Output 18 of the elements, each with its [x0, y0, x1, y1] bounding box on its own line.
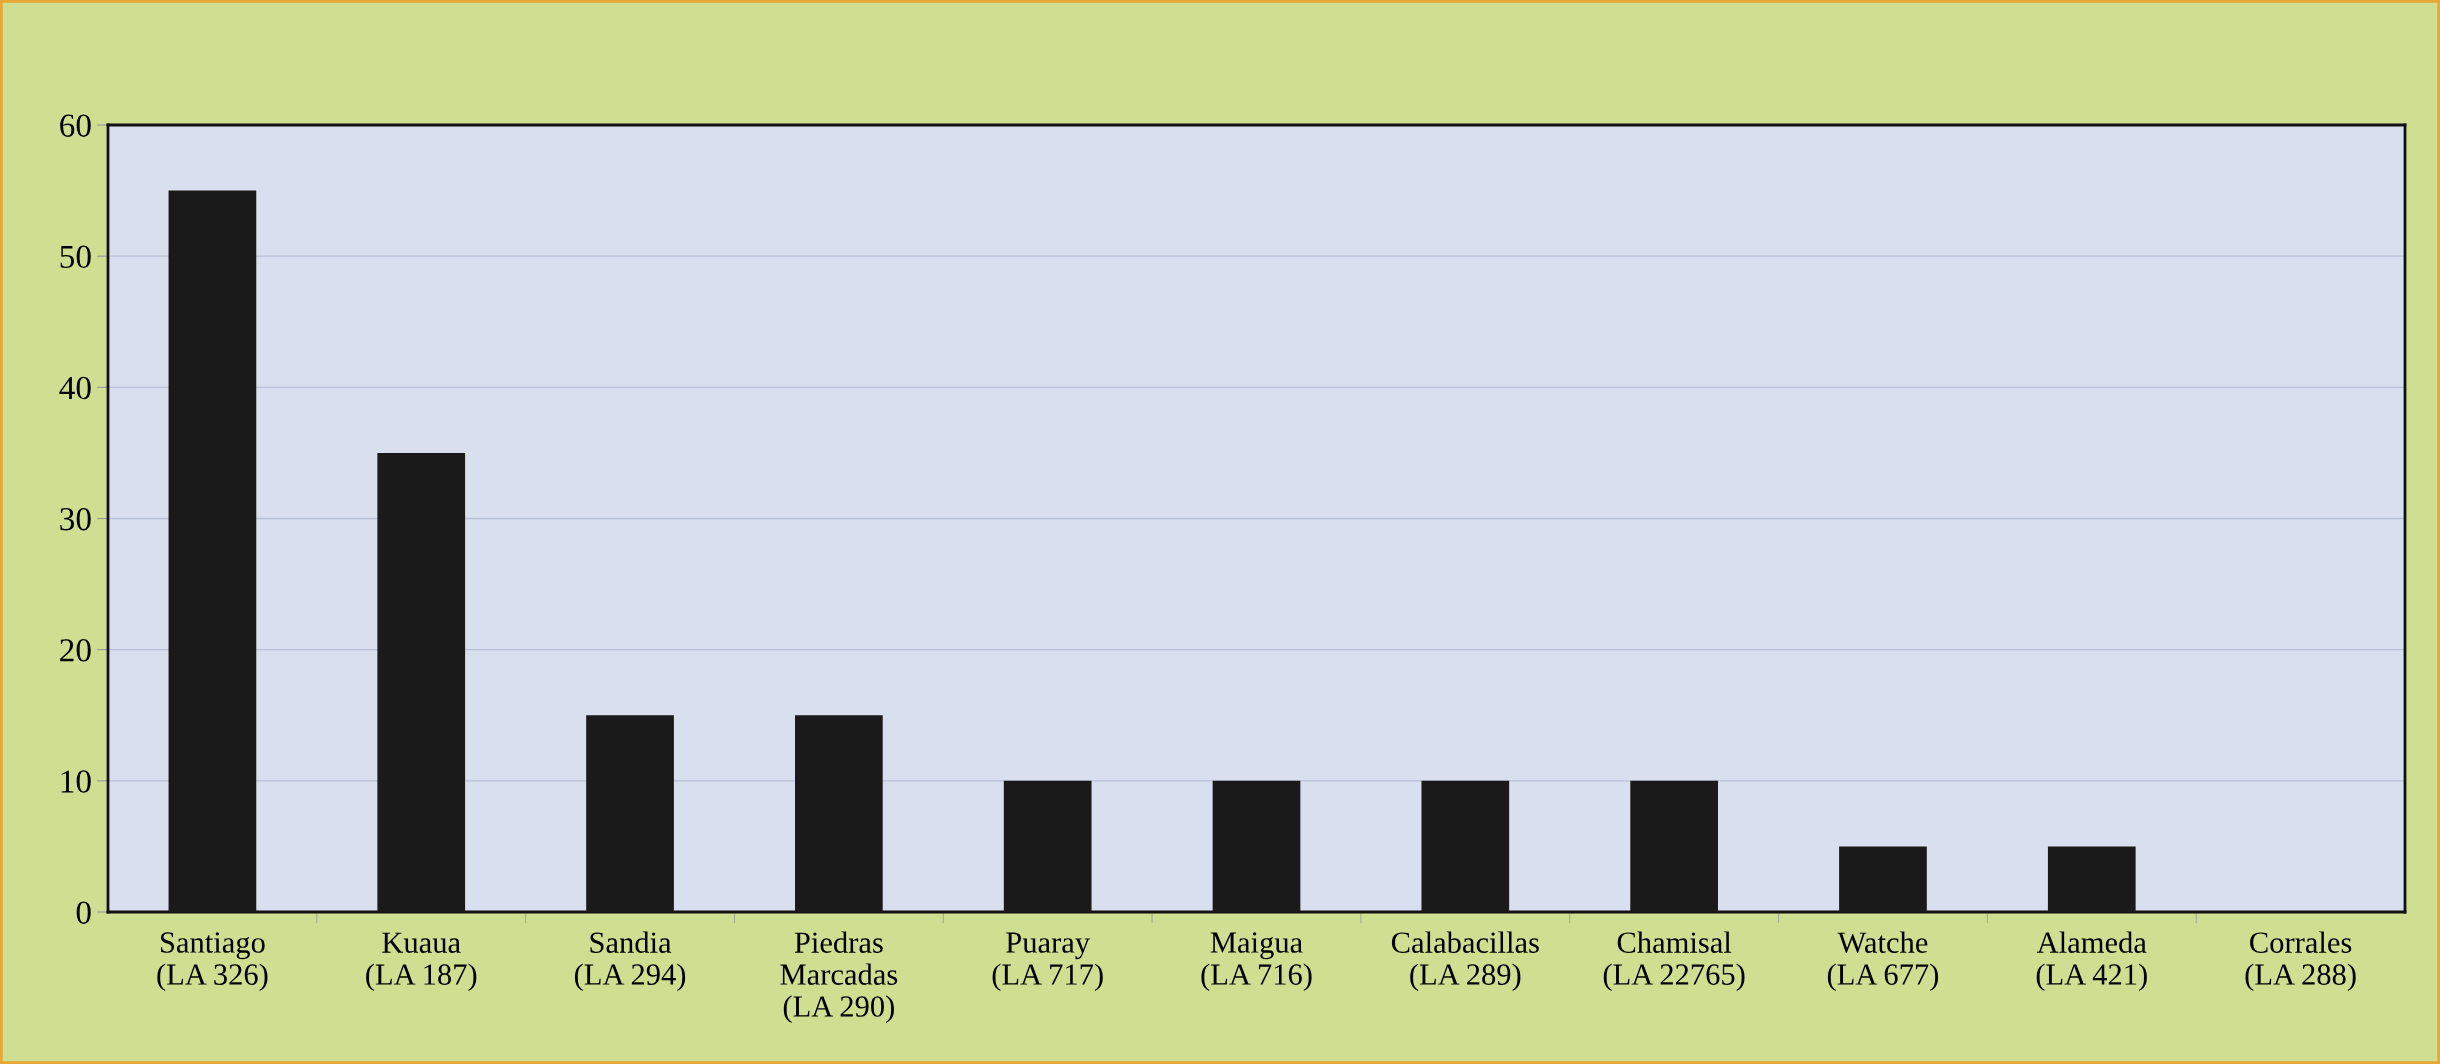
x-tick-label: Piedras Marcadas (LA 290) — [780, 931, 898, 1024]
x-tick-label: Corrales (LA 288) — [2245, 931, 2356, 992]
x-tick-label: Sandia (LA 294) — [574, 931, 686, 992]
y-tick-label: 30 — [60, 507, 91, 531]
y-tick-label: 50 — [60, 245, 91, 269]
x-tick-label: Watche (LA 677) — [1827, 931, 1939, 992]
x-tick-label: Kuaua (LA 187) — [366, 932, 477, 992]
x-tick-label: Puaray (LA 717) — [992, 932, 1103, 992]
y-tick-label: 10 — [61, 770, 91, 793]
y-tick-label: 20 — [60, 639, 91, 662]
x-tick-label: Maigua (LA 716) — [1201, 932, 1312, 992]
x-tick-label: Santiago (LA 326) — [157, 932, 268, 992]
y-tick-label: 0 — [76, 901, 91, 924]
y-tick-label: 40 — [59, 376, 91, 400]
x-tick-label: Alameda (LA 421) — [2036, 931, 2147, 992]
x-tick-label: Calabacillas (LA 289) — [1391, 931, 1539, 992]
y-tick-label: 60 — [60, 114, 91, 137]
x-tick-label: Chamisal (LA 22765) — [1603, 931, 1745, 992]
